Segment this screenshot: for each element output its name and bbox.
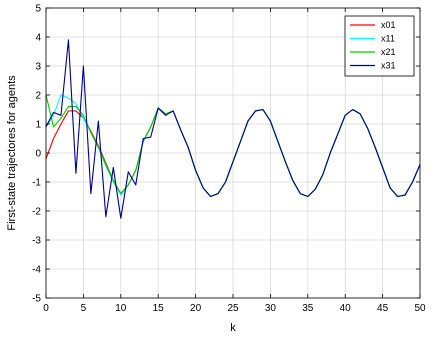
legend-label-x11: x11 [381, 34, 395, 44]
legend-label-x21: x21 [381, 47, 396, 57]
x-tick-label: 40 [340, 303, 352, 314]
x-axis-label: k [230, 322, 236, 334]
y-tick-label: 4 [35, 33, 41, 44]
y-tick-label: -2 [32, 207, 41, 218]
x-tick-label: 5 [81, 303, 87, 314]
y-tick-label: 5 [35, 4, 41, 15]
x-tick-label: 50 [414, 303, 426, 314]
x-tick-label: 35 [302, 303, 314, 314]
y-tick-label: -3 [32, 236, 41, 247]
x-tick-label: 0 [43, 303, 49, 314]
y-axis-label: First-state trajectores for agents [6, 75, 18, 231]
y-tick-label: 3 [35, 62, 41, 73]
x-tick-label: 30 [265, 303, 277, 314]
series-line-x31 [45, 39, 421, 219]
x-tick-label: 45 [377, 303, 389, 314]
y-tick-label: 0 [35, 149, 41, 160]
y-tick-label: -4 [32, 265, 41, 276]
legend: x01 x11 x21 x31 [344, 15, 415, 77]
y-tick-label: -5 [32, 294, 41, 305]
y-tick-label: -1 [32, 178, 41, 189]
x-tick-label: 20 [190, 303, 202, 314]
series-lines [45, 39, 421, 219]
y-tick-label: 1 [35, 120, 41, 131]
legend-label-x31: x31 [381, 61, 396, 71]
x-tick-label: 10 [115, 303, 127, 314]
y-tick-label: 2 [35, 91, 41, 102]
x-tick-label: 15 [153, 303, 165, 314]
x-tick-label: 25 [227, 303, 239, 314]
legend-label-x01: x01 [381, 20, 396, 30]
